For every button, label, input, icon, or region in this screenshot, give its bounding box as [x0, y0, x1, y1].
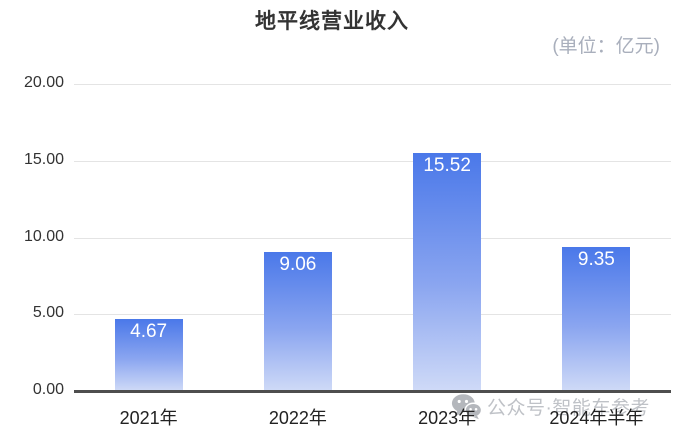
- chart-title: 地平线营业收入: [255, 10, 409, 33]
- gridline: [74, 160, 671, 162]
- bar-2022年: 9.06: [263, 251, 332, 391]
- x-axis-line: [74, 390, 671, 393]
- bar-value-label: 9.06: [279, 253, 317, 275]
- bar-2023年: 15.52: [413, 152, 482, 391]
- gridline: [74, 237, 671, 239]
- x-axis-tick-label: 2024年半年: [549, 408, 644, 428]
- chart-unit-label: (单位：亿元): [552, 36, 660, 57]
- bar-value-label: 9.35: [577, 249, 615, 271]
- bar-2024年半年: 9.35: [562, 247, 631, 391]
- x-axis-tick-label: 2021年: [119, 408, 178, 428]
- y-axis-tick-label: 20.00: [23, 74, 64, 91]
- gridline: [74, 84, 671, 85]
- gridline: [74, 314, 671, 316]
- x-axis-tick-label: 2023年: [418, 408, 477, 428]
- y-axis-tick-label: 5.00: [32, 304, 64, 322]
- x-axis-tick-label: 2022年: [268, 408, 327, 428]
- bar-2021年: 4.67: [114, 319, 183, 391]
- watermark: 公众号·智能车参考: [451, 391, 650, 421]
- y-axis-tick-label: 10.00: [23, 227, 64, 245]
- wechat-icon: [451, 393, 482, 419]
- y-axis-tick-label: 15.00: [23, 150, 64, 168]
- y-axis-tick-label: 0.00: [32, 381, 64, 398]
- bar-value-label: 4.67: [130, 321, 168, 343]
- watermark-text: 公众号·智能车参考: [487, 397, 650, 419]
- plot-area: 4.67 9.06 15.52 9.35: [74, 84, 671, 393]
- bar-value-label: 15.52: [423, 154, 471, 176]
